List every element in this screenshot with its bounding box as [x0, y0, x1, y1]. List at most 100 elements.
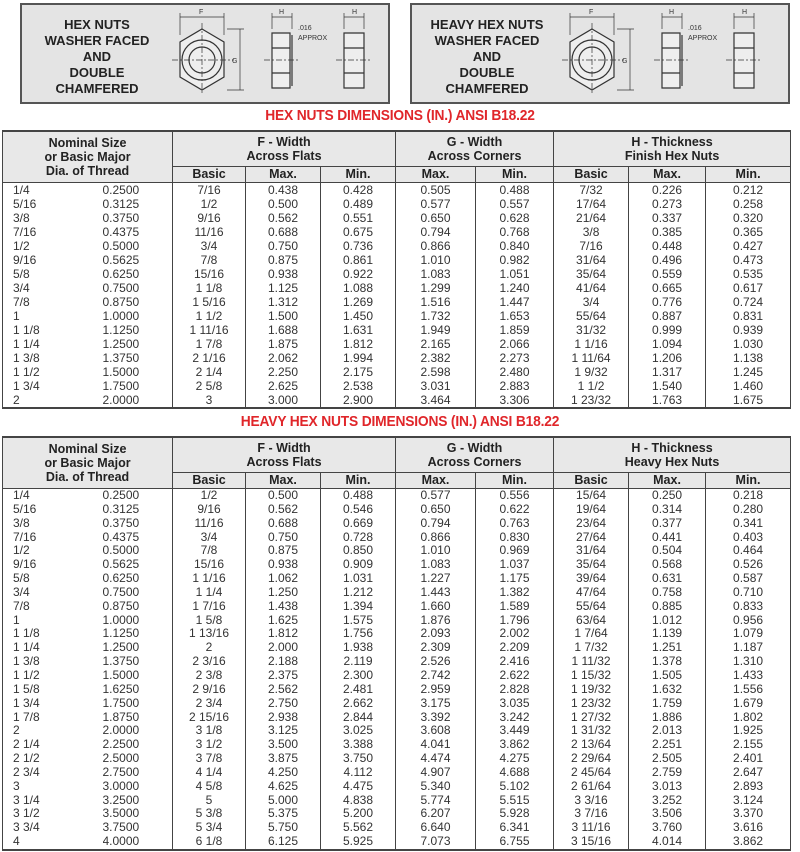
- f-basic-cell: 2 15/16: [172, 710, 247, 725]
- table-row: 4 4.0000 6 1/8 6.125 5.925 7.073 6.755 3 15/16 4…: [2, 835, 792, 851]
- f-min-cell: 0.546: [320, 502, 397, 517]
- column-subheader: Min.: [320, 472, 397, 489]
- nominal-size-cell: 1 3/4: [2, 379, 103, 393]
- h-basic-cell: 21/64: [553, 211, 630, 225]
- h-max-cell: 1.251: [628, 641, 707, 656]
- g-max-cell: 1.660: [395, 599, 477, 614]
- nominal-size-cell: 5/8: [2, 267, 103, 281]
- g-max-cell: 0.794: [395, 516, 477, 531]
- basic-major-dia-cell: 2.0000: [102, 724, 174, 739]
- h-basic-cell: 41/64: [553, 281, 630, 295]
- h-basic-cell: 19/64: [553, 502, 630, 517]
- h-min-cell: 1.556: [705, 682, 792, 697]
- basic-major-dia-cell: 0.3750: [102, 211, 174, 225]
- column-subheader: Min.: [705, 166, 792, 183]
- f-max-cell: 2.375: [245, 668, 322, 683]
- g-min-cell: 2.273: [475, 351, 555, 365]
- h-max-cell: 0.887: [628, 309, 707, 323]
- h-min-cell: 0.212: [705, 182, 792, 197]
- h-min-cell: 2.647: [705, 765, 792, 780]
- h-basic-cell: 1 19/32: [553, 682, 630, 697]
- h-basic-cell: 1 23/32: [553, 393, 630, 409]
- nominal-size-cell: 3 3/4: [2, 821, 103, 836]
- h-thickness-header: H - Thickness Heavy Hex Nuts: [553, 436, 792, 473]
- g-max-cell: 0.794: [395, 225, 477, 239]
- h-basic-cell: 3 7/16: [553, 807, 630, 822]
- h-max-cell: 0.776: [628, 295, 707, 309]
- h-min-cell: 2.155: [705, 738, 792, 753]
- nominal-size-cell: 3/4: [2, 281, 103, 295]
- h-basic-cell: 1 15/32: [553, 668, 630, 683]
- h-min-cell: 0.535: [705, 267, 792, 281]
- nominal-size-cell: 1 1/2: [2, 365, 103, 379]
- f-width-header-line: F - Width: [257, 135, 311, 149]
- f-min-cell: 1.938: [320, 641, 397, 656]
- f-min-cell: 0.909: [320, 558, 397, 573]
- f-max-cell: 2.562: [245, 682, 322, 697]
- h-basic-cell: 1 27/32: [553, 710, 630, 725]
- table-row: 1 1/4 1.2500 1 7/8 1.875 1.812 2.165 2.066 1 1/…: [2, 337, 792, 351]
- h-basic-cell: 1 11/64: [553, 351, 630, 365]
- h-min-cell: 0.587: [705, 572, 792, 586]
- table-row: 3 3/4 3.7500 5 3/4 5.750 5.562 6.640 6.341 3 11…: [2, 821, 792, 836]
- basic-major-dia-cell: 1.5000: [102, 365, 174, 379]
- g-min-cell: 2.066: [475, 337, 555, 351]
- table-row: 1 3/4 1.7500 2 5/8 2.625 2.538 3.031 2.883 1 1/…: [2, 379, 792, 393]
- nominal-size-cell: 3: [2, 779, 103, 794]
- h-max-cell: 1.206: [628, 351, 707, 365]
- h-max-cell: 2.013: [628, 724, 707, 739]
- f-min-cell: 4.475: [320, 779, 397, 794]
- g-min-cell: 1.589: [475, 599, 555, 614]
- h-min-cell: 0.617: [705, 281, 792, 295]
- h-basic-cell: 2 45/64: [553, 765, 630, 780]
- column-subheader: Basic: [172, 472, 247, 489]
- h-max-cell: 4.014: [628, 835, 707, 851]
- h-min-cell: 1.187: [705, 641, 792, 656]
- g-max-cell: 5.340: [395, 779, 477, 794]
- h-min-cell: 0.258: [705, 197, 792, 211]
- f-max-cell: 0.688: [245, 225, 322, 239]
- f-basic-cell: 1 7/16: [172, 599, 247, 614]
- h-max-cell: 0.273: [628, 197, 707, 211]
- heavy-hex-nuts-table-title: HEAVY HEX NUTS DIMENSIONS (IN.) ANSI B18…: [240, 413, 560, 430]
- f-basic-cell: 2 1/16: [172, 351, 247, 365]
- f-min-cell: 0.669: [320, 516, 397, 531]
- basic-major-dia-cell: 1.0000: [102, 309, 174, 323]
- g-min-cell: 0.830: [475, 530, 555, 545]
- f-basic-cell: 5 3/8: [172, 807, 247, 822]
- f-min-cell: 0.428: [320, 182, 397, 197]
- h-thickness-header-line: H - Thickness: [631, 441, 713, 455]
- f-max-cell: 5.375: [245, 807, 322, 822]
- f-min-cell: 2.900: [320, 393, 397, 409]
- column-subheader: Max.: [395, 472, 477, 489]
- h-max-cell: 0.559: [628, 267, 707, 281]
- g-max-cell: 0.577: [395, 197, 477, 211]
- f-min-cell: 1.088: [320, 281, 397, 295]
- dim-h-label: H: [669, 9, 674, 16]
- g-max-cell: 6.640: [395, 821, 477, 836]
- nominal-size-cell: 1 3/8: [2, 351, 103, 365]
- h-basic-cell: 1 7/32: [553, 641, 630, 656]
- h-min-cell: 1.675: [705, 393, 792, 409]
- g-max-cell: 3.031: [395, 379, 477, 393]
- f-basic-cell: 1 5/8: [172, 613, 247, 628]
- nominal-size-cell: 5/8: [2, 572, 103, 586]
- table-row: 1 3/8 1.3750 2 1/16 2.062 1.994 2.382 2.273 1 1…: [2, 351, 792, 365]
- heavy-hex-nut-diagram: HEAVY HEX NUTS WASHER FACED AND DOUBLE CHAMF…: [410, 3, 790, 104]
- f-max-cell: 2.062: [245, 351, 322, 365]
- h-basic-cell: 2 13/64: [553, 738, 630, 753]
- basic-major-dia-cell: 1.7500: [102, 696, 174, 711]
- f-max-cell: 1.812: [245, 627, 322, 642]
- f-max-cell: 4.625: [245, 779, 322, 794]
- column-subheader: Basic: [553, 472, 630, 489]
- nominal-size-header: Nominal Size or Basic Major Dia. of Thread: [1, 130, 174, 183]
- basic-major-dia-cell: 1.8750: [102, 710, 174, 725]
- f-max-cell: 0.438: [245, 182, 322, 197]
- f-max-cell: 1.250: [245, 585, 322, 600]
- g-max-cell: 4.041: [395, 738, 477, 753]
- f-basic-cell: 3/4: [172, 239, 247, 253]
- h-basic-cell: 35/64: [553, 267, 630, 281]
- h-max-cell: 1.505: [628, 668, 707, 683]
- f-basic-cell: 3: [172, 393, 247, 409]
- h-min-cell: 2.401: [705, 752, 792, 766]
